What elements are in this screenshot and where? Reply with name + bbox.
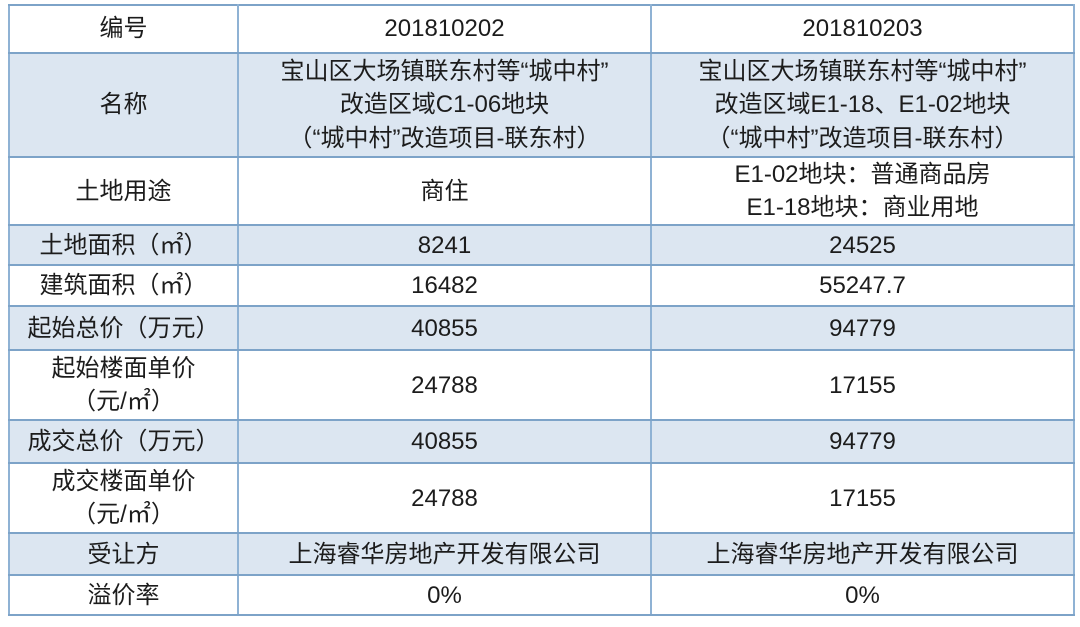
cell-value: 201810203 [650, 4, 1075, 54]
row-label: 溢价率 [8, 574, 239, 617]
cell-value: 16482 [237, 264, 652, 308]
table-row: 编号 201810202 201810203 [8, 4, 1075, 54]
land-table-body: 编号 201810202 201810203 名称 宝山区大场镇联东村等“城中村” 改造… [8, 4, 1075, 617]
row-label: 起始总价（万元） [8, 305, 239, 352]
cell-value: 8241 [237, 224, 652, 267]
row-label: 成交总价（万元） [8, 419, 239, 465]
table-row: 溢价率 0% 0% [8, 574, 1075, 617]
cell-value: E1-02地块：普通商品房 E1-18地块：商业用地 [650, 155, 1075, 227]
cell-value: 201810202 [237, 4, 652, 54]
table-row: 受让方 上海睿华房地产开发有限公司 上海睿华房地产开发有限公司 [8, 532, 1075, 577]
row-label: 受让方 [8, 532, 239, 577]
row-label: 编号 [8, 4, 239, 54]
cell-value: 55247.7 [650, 264, 1075, 308]
cell-value: 40855 [237, 419, 652, 465]
table-row: 土地面积（㎡） 8241 24525 [8, 224, 1075, 267]
row-label: 起始楼面单价 （元/㎡） [8, 349, 239, 422]
cell-value: 商住 [237, 155, 652, 227]
cell-value: 94779 [650, 419, 1075, 465]
table-row: 起始楼面单价 （元/㎡） 24788 17155 [8, 349, 1075, 422]
cell-value: 上海睿华房地产开发有限公司 [237, 532, 652, 577]
row-label: 土地面积（㎡） [8, 224, 239, 267]
cell-value: 24788 [237, 462, 652, 535]
row-label: 建筑面积（㎡） [8, 264, 239, 308]
cell-value: 0% [237, 574, 652, 617]
cell-value: 40855 [237, 305, 652, 352]
table-row: 成交楼面单价 （元/㎡） 24788 17155 [8, 462, 1075, 535]
table-row: 土地用途 商住 E1-02地块：普通商品房 E1-18地块：商业用地 [8, 155, 1075, 227]
table-row: 成交总价（万元） 40855 94779 [8, 419, 1075, 465]
cell-value: 宝山区大场镇联东村等“城中村” 改造区域C1-06地块 （“城中村”改造项目-联… [237, 52, 652, 158]
table-row: 名称 宝山区大场镇联东村等“城中村” 改造区域C1-06地块 （“城中村”改造项目… [8, 52, 1075, 158]
row-label: 名称 [8, 52, 239, 158]
land-transaction-table: 编号 201810202 201810203 名称 宝山区大场镇联东村等“城中村” 改造… [8, 4, 1075, 617]
row-label: 土地用途 [8, 155, 239, 227]
cell-value: 上海睿华房地产开发有限公司 [650, 532, 1075, 577]
table-row: 起始总价（万元） 40855 94779 [8, 305, 1075, 352]
cell-value: 17155 [650, 462, 1075, 535]
cell-value: 宝山区大场镇联东村等“城中村” 改造区域E1-18、E1-02地块 （“城中村”… [650, 52, 1075, 158]
cell-value: 24525 [650, 224, 1075, 267]
cell-value: 94779 [650, 305, 1075, 352]
cell-value: 24788 [237, 349, 652, 422]
cell-value: 17155 [650, 349, 1075, 422]
table-row: 建筑面积（㎡） 16482 55247.7 [8, 264, 1075, 308]
cell-value: 0% [650, 574, 1075, 617]
row-label: 成交楼面单价 （元/㎡） [8, 462, 239, 535]
